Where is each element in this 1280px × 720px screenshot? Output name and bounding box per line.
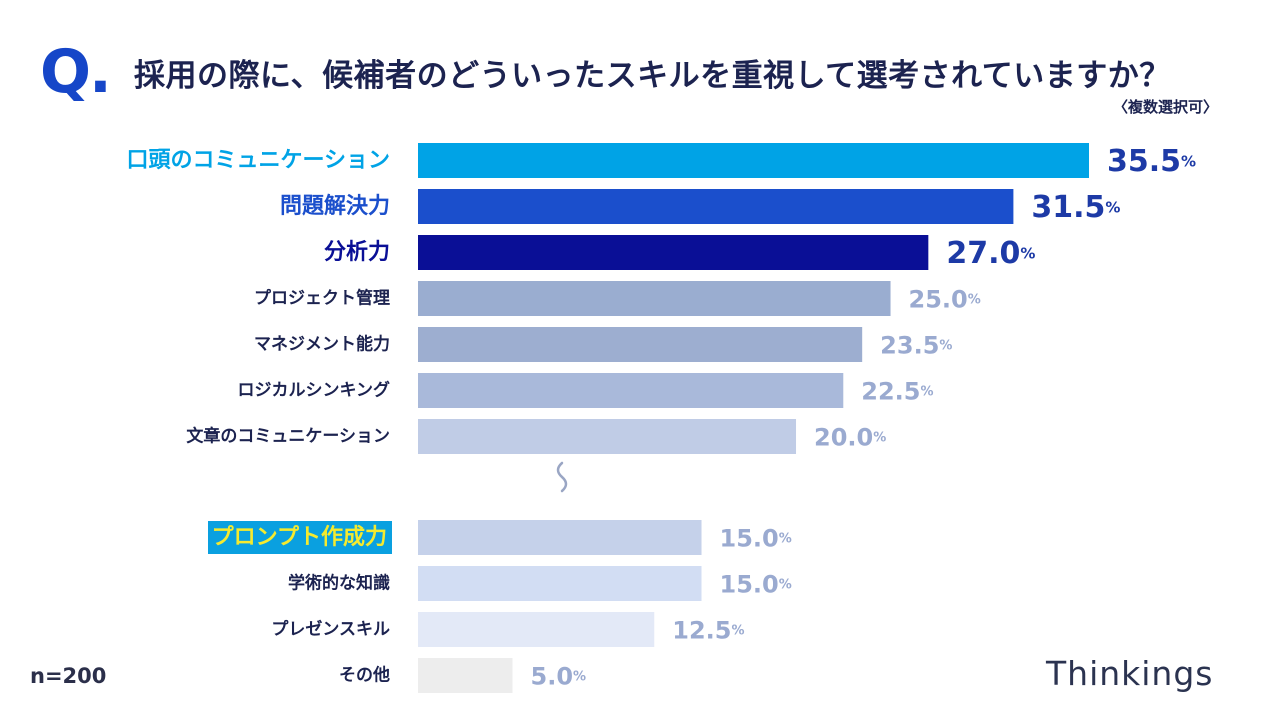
category-label: マネジメント能力 <box>254 334 390 355</box>
chart-subtitle: 〈複数選択可〉 <box>1112 98 1218 116</box>
value-label: 15.0% <box>720 525 792 553</box>
value-label: 22.5% <box>861 378 933 406</box>
bar <box>418 327 863 362</box>
value-unit: % <box>779 577 792 592</box>
brand-logo-text: Thinkings <box>1046 654 1214 693</box>
bar <box>418 419 797 454</box>
value-unit: % <box>939 338 952 353</box>
category-label: ロジカルシンキング <box>238 380 391 401</box>
category-label: 問題解決力 <box>280 193 390 219</box>
value-unit: % <box>1020 245 1035 263</box>
category-highlight-box <box>208 521 392 554</box>
category-label: 分析力 <box>324 240 390 265</box>
axis-break-icon <box>556 461 568 493</box>
bar <box>418 143 1089 178</box>
value-label: 5.0% <box>531 663 587 691</box>
value-unit: % <box>921 384 934 399</box>
value-label: 23.5% <box>880 332 952 360</box>
value-unit: % <box>968 292 981 307</box>
bar <box>418 658 513 693</box>
category-label: 学術的な知識 <box>288 573 390 594</box>
category-label: プレゼンスキル <box>271 619 390 640</box>
value-unit: % <box>1181 153 1196 171</box>
category-label: 文章のコミュニケーション <box>186 426 390 447</box>
bar <box>418 520 702 555</box>
value-unit: % <box>873 430 886 445</box>
value-unit: % <box>1105 199 1120 217</box>
bar <box>418 566 702 601</box>
value-label: 12.5% <box>672 617 744 645</box>
value-label: 20.0% <box>814 424 886 452</box>
bar <box>418 612 655 647</box>
bar <box>418 189 1014 224</box>
bar <box>418 281 891 316</box>
bar <box>418 235 929 270</box>
value-label: 15.0% <box>720 571 792 599</box>
value-unit: % <box>779 531 792 546</box>
sample-size-label: n=200 <box>30 664 107 688</box>
value-label: 27.0% <box>946 236 1035 271</box>
category-label: プロジェクト管理 <box>254 288 390 309</box>
value-label: 31.5% <box>1031 190 1120 225</box>
category-label: その他 <box>339 665 390 686</box>
question-mark-label: Q. <box>40 37 112 107</box>
category-label: プロンプト作成力 <box>212 525 387 550</box>
category-label: 口頭のコミュニケーション <box>126 148 390 173</box>
chart-title: 採用の際に、候補者のどういったスキルを重視して選考されていますか？ <box>134 58 1171 94</box>
value-label: 25.0% <box>909 286 981 314</box>
value-unit: % <box>573 669 586 684</box>
value-label: 35.5% <box>1107 144 1196 179</box>
value-unit: % <box>731 623 744 638</box>
bar <box>418 373 844 408</box>
